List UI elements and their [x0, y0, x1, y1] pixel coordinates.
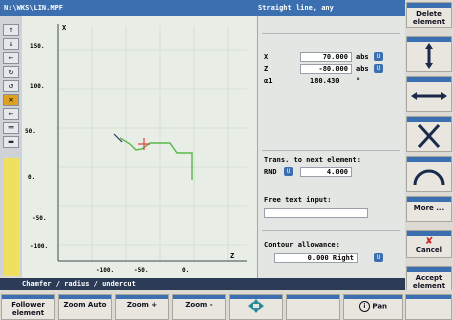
contour-path: [119, 137, 193, 180]
allowance-label: Contour allowance:: [264, 241, 340, 249]
arc-icon[interactable]: ↻: [3, 66, 19, 78]
y-tick-label: 50.: [25, 128, 36, 135]
horizontal-line-button[interactable]: [406, 76, 452, 112]
y-tick-label: 150.: [30, 43, 44, 50]
angle-value: 180.430: [310, 77, 340, 85]
element-title: Straight line, any: [258, 4, 334, 12]
accept-element-label: Accept element: [412, 274, 446, 290]
graphic-svg: X Z 150. 100. 50. 0. -50. -100. -100. -5…: [25, 24, 247, 274]
cancel-button[interactable]: ✘ Cancel: [406, 230, 452, 258]
x-unit: abs: [356, 53, 369, 61]
transition-value-field[interactable]: 4.000: [300, 167, 352, 177]
arc-icon: [413, 169, 445, 186]
vertical-line-icon: [425, 43, 433, 69]
cancel-label: Cancel: [415, 246, 443, 254]
divider: [262, 150, 400, 151]
diagonal-line-button[interactable]: [406, 116, 452, 152]
y-tick-label: 100.: [30, 83, 44, 90]
status-line: Chamfer / radius / undercut: [0, 278, 405, 290]
free-text-label: Free text input:: [264, 196, 332, 204]
x-toggle-button[interactable]: U: [374, 52, 383, 61]
more-button[interactable]: More ...: [406, 196, 452, 222]
delete-element-button[interactable]: Delete element: [406, 2, 452, 28]
angle-unit: °: [356, 77, 361, 85]
allowance-value-field[interactable]: 0.000 Right: [274, 253, 358, 263]
circle-arc-button[interactable]: [406, 156, 452, 192]
divider: [262, 230, 400, 231]
program-path: N:\WKS\LIN.MPF: [4, 4, 64, 12]
transition-toggle-button[interactable]: U: [284, 167, 293, 176]
more-label: More ...: [413, 204, 445, 212]
axis-x-label: Z: [230, 252, 234, 260]
x-label: X: [264, 53, 269, 61]
transition-type: RND: [264, 168, 277, 176]
z-label: Z: [264, 65, 269, 73]
x-tick-label: -100.: [96, 267, 114, 274]
x-tick-label: -50.: [134, 267, 148, 274]
axis-y-label: X: [62, 24, 67, 32]
zoom-in-label: Zoom +: [126, 301, 158, 309]
z-toggle-button[interactable]: U: [374, 64, 383, 73]
arrow-up-icon[interactable]: ↑: [3, 24, 19, 36]
cursor-cross: [138, 138, 150, 150]
follower-element-button[interactable]: Follower element: [1, 294, 55, 320]
vertical-line-button[interactable]: [406, 36, 452, 72]
pan-label: Pan: [372, 302, 388, 311]
free-text-field[interactable]: [264, 208, 368, 218]
parameter-panel: X 70.000 abs U Z -80.000 abs U α1 180.43…: [257, 16, 405, 278]
zoom-auto-label: Zoom Auto: [63, 301, 107, 309]
empty-softkey-right[interactable]: [405, 294, 452, 320]
x-tick-label: 0.: [182, 267, 189, 274]
arrow-down-icon[interactable]: ↓: [3, 38, 19, 50]
zoom-out-label: Zoom -: [185, 301, 213, 309]
vertical-softkey-bar: Delete element More ...: [405, 0, 453, 320]
accept-element-button[interactable]: Accept element: [406, 266, 452, 292]
y-tick-label: 0.: [28, 174, 35, 181]
horizontal-softkey-bar: Follower element Zoom Auto Zoom + Zoom -…: [0, 290, 453, 320]
y-tick-label: -50.: [32, 215, 46, 222]
follower-element-label: Follower element: [11, 301, 45, 317]
delete-element-label: Delete element: [412, 10, 446, 26]
empty-softkey[interactable]: [286, 294, 340, 320]
arc-left-icon[interactable]: ↺: [3, 80, 19, 92]
end-icon[interactable]: ▬: [3, 136, 19, 148]
diagonal-line-icon: [417, 123, 441, 149]
contour-start-segment: [113, 133, 123, 143]
title-bar: N:\WKS\LIN.MPF Straight line, any: [0, 0, 405, 16]
toolbar-empty-area: [4, 158, 20, 276]
line-left-icon[interactable]: ←: [3, 108, 19, 120]
angle-label: α1: [264, 77, 273, 85]
zoom-in-button[interactable]: Zoom +: [115, 294, 169, 320]
z-unit: abs: [356, 65, 369, 73]
horizontal-line-icon: [411, 92, 447, 100]
cancel-icon: ✘: [425, 236, 434, 247]
selected-element-icon[interactable]: ✕: [3, 94, 19, 106]
divider: [262, 33, 400, 34]
x-value-field[interactable]: 70.000: [300, 52, 352, 62]
z-value-field[interactable]: -80.000: [300, 64, 352, 74]
zoom-auto-button[interactable]: Zoom Auto: [58, 294, 112, 320]
allowance-toggle-button[interactable]: U: [374, 253, 383, 262]
move-view-button[interactable]: [229, 294, 283, 320]
y-tick-label: -100.: [30, 243, 48, 250]
arrow-left-icon[interactable]: ←: [3, 52, 19, 64]
pan-button[interactable]: i Pan: [343, 294, 403, 320]
transition-label: Trans. to next element:: [264, 156, 361, 164]
move-arrows-icon: [248, 299, 264, 313]
line-icon[interactable]: ═: [3, 122, 19, 134]
contour-graphic[interactable]: X Z 150. 100. 50. 0. -50. -100. -100. -5…: [22, 16, 257, 278]
pan-circle-icon: i: [358, 301, 370, 312]
zoom-out-button[interactable]: Zoom -: [172, 294, 226, 320]
